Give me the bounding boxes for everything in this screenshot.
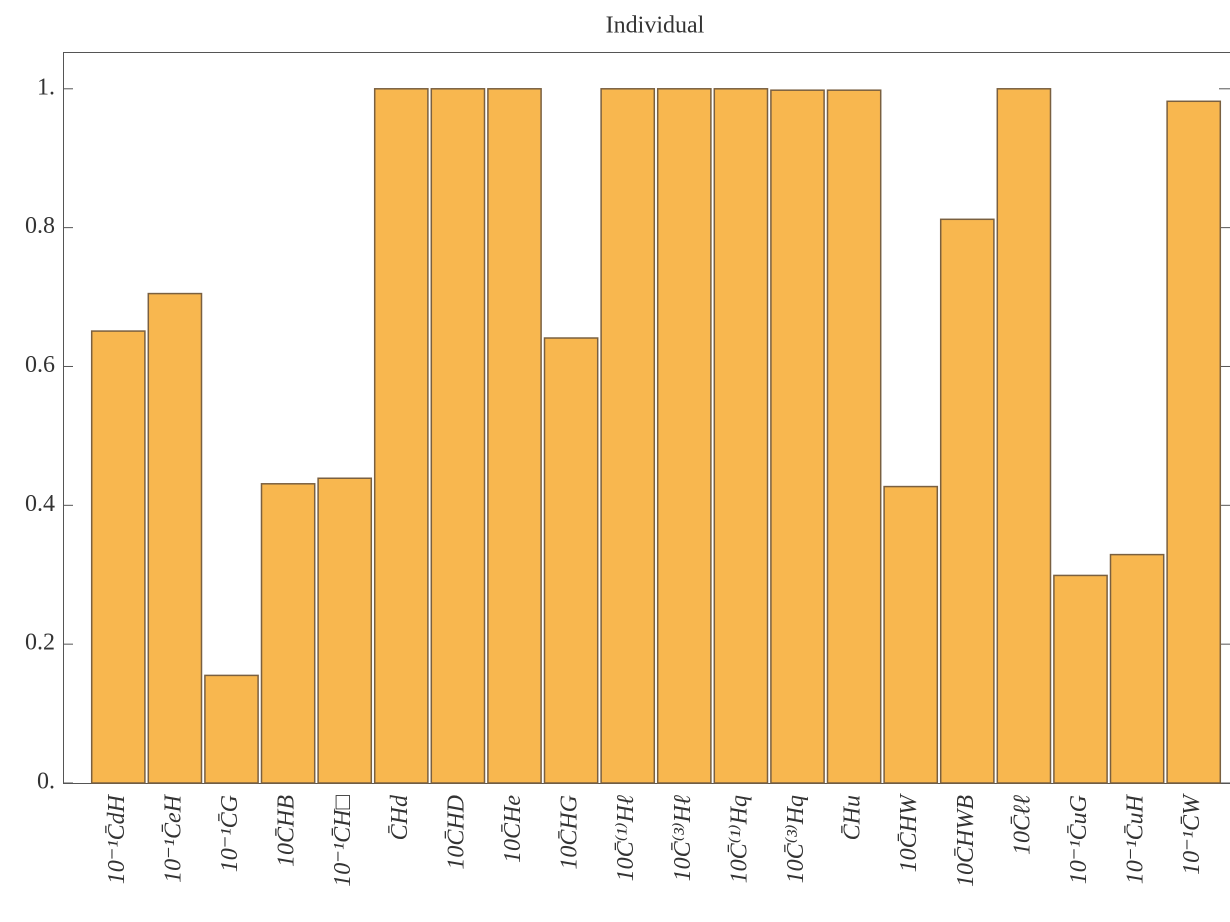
x-tick-label: C̄Hd [387,794,413,840]
bar [996,88,1052,784]
bar [826,89,882,784]
x-tick-label: 10C̄HWB [953,795,979,887]
bar [260,483,316,784]
bar [600,88,656,784]
x-tick-label: 10⁻¹C̄eH [160,793,186,883]
bar [543,337,599,784]
bar [487,88,542,784]
x-tick-label: 10C̄⁽³⁾Hq [783,795,809,883]
x-tick-label: 10C̄HB [274,795,300,867]
bar [430,88,486,784]
bar [1053,574,1108,784]
bar [1166,100,1222,784]
bar [939,218,995,784]
x-tick-label: 10C̄He [500,795,526,863]
bar [204,674,259,784]
y-tick-label: 0.4 [25,491,55,517]
bar [1109,553,1165,784]
x-tick-label: 10⁻¹C̄uH [1123,793,1149,884]
bar [713,88,769,784]
bar [147,292,203,784]
x-tick-label: 10⁻¹C̄dH [104,793,130,884]
bar [883,485,939,784]
bar [770,89,825,784]
bar [317,477,373,784]
x-tick-label: 10C̄⁽³⁾Hℓ [670,795,696,881]
y-tick-label: 1. [37,74,55,100]
x-tick-label: 10C̄HW [896,793,922,872]
x-tick-label: 10⁻¹C̄W [1179,793,1205,875]
chart-title: Individual [606,13,705,39]
x-tick-label: 10⁻¹C̄G [217,795,243,872]
y-tick-label: 0.6 [25,352,55,378]
y-tick-label: 0.2 [25,630,55,656]
x-tick-label: 10C̄HD [443,795,469,870]
x-tick-label: 10⁻¹C̄uG [1066,795,1092,884]
y-tick-label: 0.8 [25,213,55,239]
bar [656,88,712,784]
bar [373,88,429,784]
x-tick-label: 10C̄ℓℓ [1009,795,1035,855]
x-tick-label: 10⁻¹C̄H□ [330,795,356,887]
bar [90,330,146,784]
x-tick-label: 10C̄⁽¹⁾Hℓ [613,795,639,881]
y-tick-label: 0. [37,769,55,795]
x-tick-label: 10C̄HG [557,795,583,870]
x-tick-label: C̄Hu [840,795,866,840]
x-tick-label: 10C̄⁽¹⁾Hq [726,795,752,883]
